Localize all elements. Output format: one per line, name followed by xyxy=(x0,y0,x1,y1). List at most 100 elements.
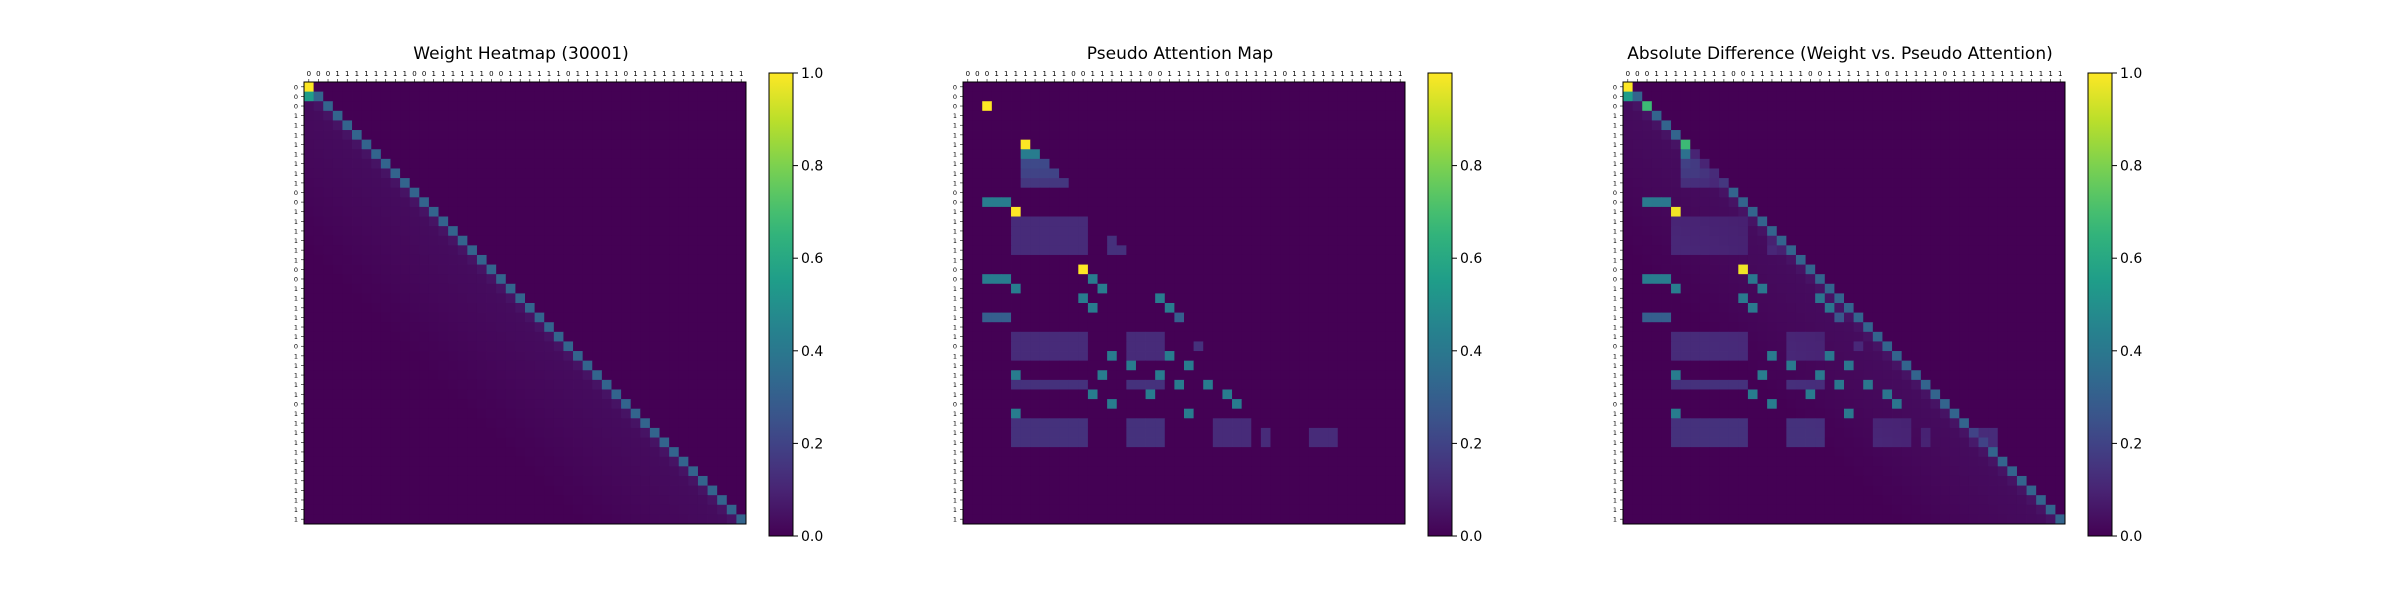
heatmap-cell xyxy=(1174,254,1185,265)
heatmap-cell xyxy=(1193,254,1204,265)
heatmap-cell xyxy=(1059,495,1070,506)
heatmap-cell xyxy=(380,206,391,217)
heatmap-cell xyxy=(592,456,603,467)
heatmap-cell xyxy=(991,303,1002,314)
heatmap-cell xyxy=(659,149,670,160)
heatmap-cell xyxy=(678,399,689,410)
heatmap-cell xyxy=(313,399,324,410)
heatmap-cell xyxy=(1280,283,1291,294)
heatmap-cell xyxy=(1395,389,1406,400)
heatmap-cell xyxy=(515,399,526,410)
heatmap-cell xyxy=(1366,139,1377,150)
heatmap-cell xyxy=(1347,495,1358,506)
heatmap-cell xyxy=(419,82,430,93)
heatmap-cell xyxy=(534,120,545,131)
heatmap-cell xyxy=(1078,389,1089,400)
heatmap-cell xyxy=(371,226,382,237)
heatmap-cell xyxy=(726,235,737,246)
heatmap-cell xyxy=(342,485,353,496)
heatmap-cell xyxy=(1318,197,1329,208)
heatmap-cell xyxy=(1126,91,1137,102)
heatmap-cell xyxy=(1203,120,1214,131)
heatmap-cell xyxy=(448,216,459,227)
heatmap-cell xyxy=(1690,149,1701,160)
y-tick-label: 1 xyxy=(953,227,957,235)
heatmap-cell xyxy=(1318,351,1329,362)
heatmap-cell xyxy=(544,322,555,333)
heatmap-cell xyxy=(1260,149,1271,160)
heatmap-cell xyxy=(982,206,993,217)
heatmap-cell xyxy=(448,110,459,121)
heatmap-cell xyxy=(1289,293,1300,304)
heatmap-cell xyxy=(1116,399,1127,410)
heatmap-cell xyxy=(476,235,487,246)
heatmap-cell xyxy=(1385,466,1396,477)
heatmap-cell xyxy=(982,226,993,237)
heatmap-cell xyxy=(1232,399,1243,410)
heatmap-cell xyxy=(486,351,497,362)
x-tick-label: 1 xyxy=(1139,70,1143,78)
heatmap-cell xyxy=(1299,379,1310,390)
heatmap-cell xyxy=(313,312,324,323)
heatmap-cell xyxy=(457,485,468,496)
x-tick-label: 1 xyxy=(710,70,714,78)
heatmap-cell xyxy=(1260,379,1271,390)
heatmap-cell xyxy=(688,485,699,496)
heatmap-cell xyxy=(515,82,526,93)
heatmap-cell xyxy=(972,418,983,429)
heatmap-cell xyxy=(476,216,487,227)
heatmap-cell xyxy=(476,370,487,381)
heatmap-cell xyxy=(1155,456,1166,467)
heatmap-cell xyxy=(332,303,343,314)
heatmap-cell xyxy=(1251,322,1262,333)
heatmap-cell xyxy=(1155,514,1166,525)
heatmap-cell xyxy=(1356,341,1367,352)
heatmap-cell xyxy=(621,331,632,342)
heatmap-cell xyxy=(419,216,430,227)
heatmap-cell xyxy=(361,379,372,390)
heatmap-cell xyxy=(467,437,478,448)
heatmap-cell xyxy=(1222,447,1233,458)
heatmap-cell xyxy=(525,216,536,227)
heatmap-cell xyxy=(1068,389,1079,400)
heatmap-cell xyxy=(371,322,382,333)
heatmap-cell xyxy=(1039,408,1050,419)
heatmap-cell xyxy=(1145,130,1156,141)
heatmap-cell xyxy=(438,130,449,141)
heatmap-cell xyxy=(659,254,670,265)
heatmap-cell xyxy=(1212,360,1223,371)
heatmap-cell xyxy=(1020,245,1031,256)
heatmap-cell xyxy=(476,101,487,112)
heatmap-cell xyxy=(1212,389,1223,400)
heatmap-cell xyxy=(688,254,699,265)
heatmap-cell xyxy=(1212,158,1223,169)
heatmap-cell xyxy=(313,168,324,179)
heatmap-cell xyxy=(380,149,391,160)
heatmap-cell xyxy=(1395,485,1406,496)
heatmap-cell xyxy=(1030,389,1041,400)
heatmap-cell xyxy=(1001,504,1012,515)
heatmap-cell xyxy=(1116,495,1127,506)
heatmap-cell xyxy=(640,149,651,160)
heatmap-cell xyxy=(1299,197,1310,208)
heatmap-cell xyxy=(1308,120,1319,131)
heatmap-cell xyxy=(496,485,507,496)
heatmap-cell xyxy=(448,226,459,237)
heatmap-cell xyxy=(390,149,401,160)
heatmap-cell xyxy=(726,274,737,285)
heatmap-cell xyxy=(688,360,699,371)
heatmap-cell xyxy=(1068,379,1079,390)
heatmap-cell xyxy=(736,312,747,323)
heatmap-cell xyxy=(361,514,372,525)
heatmap-cell xyxy=(1651,149,1662,160)
heatmap-cell xyxy=(688,331,699,342)
heatmap-cell xyxy=(1911,139,1922,150)
heatmap-cell xyxy=(304,312,315,323)
heatmap-cell xyxy=(1280,245,1291,256)
heatmap-cell xyxy=(1834,130,1845,141)
heatmap-cell xyxy=(1911,110,1922,121)
y-tick-label: 1 xyxy=(294,256,298,264)
heatmap-cell xyxy=(736,351,747,362)
heatmap-cell xyxy=(1949,130,1960,141)
heatmap-cell xyxy=(991,91,1002,102)
